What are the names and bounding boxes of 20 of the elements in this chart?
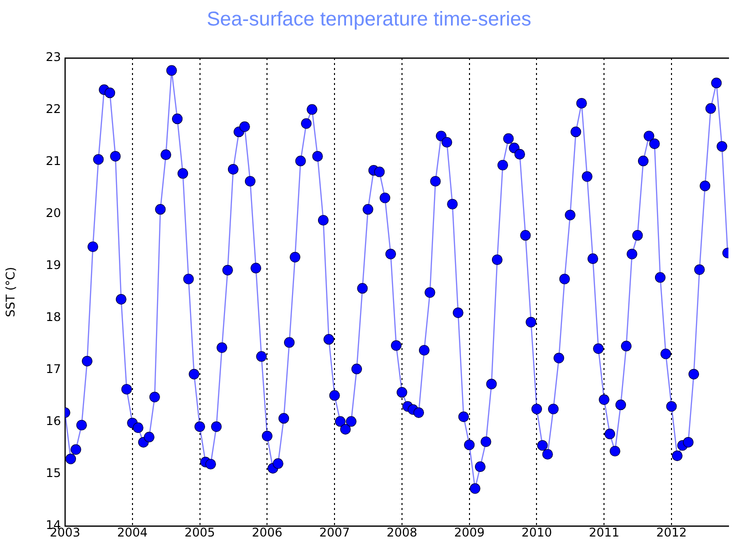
x-tick-label: 2006 <box>252 525 282 540</box>
y-tick-label: 17 <box>46 362 61 376</box>
x-tick-label: 2005 <box>184 525 216 540</box>
y-tick-label: 19 <box>46 258 61 272</box>
y-tick-label: 21 <box>46 154 61 168</box>
y-tick-label: 16 <box>46 414 61 428</box>
y-axis-title: SST (°C) <box>3 266 18 318</box>
y-tick-label: 15 <box>46 466 61 480</box>
x-tick-label: 2009 <box>454 525 485 540</box>
y-tick-label: 18 <box>46 310 61 324</box>
y-tick-label: 22 <box>46 102 61 116</box>
x-tick-label: 2010 <box>521 525 552 540</box>
x-tick-label: 2004 <box>117 525 148 540</box>
x-tick-label: 2011 <box>588 525 620 540</box>
x-tick-label: 2012 <box>656 525 687 540</box>
y-tick-label: 23 <box>46 50 61 64</box>
x-tick-label: 2008 <box>386 525 418 540</box>
x-tick-label: 2007 <box>319 525 350 540</box>
chart-title: Sea-surface temperature time-series <box>206 8 532 31</box>
y-tick-label: 20 <box>46 206 61 220</box>
